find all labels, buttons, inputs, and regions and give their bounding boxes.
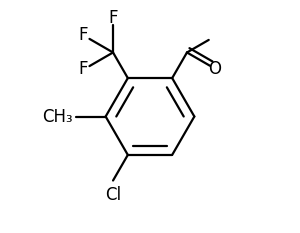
Text: Cl: Cl — [105, 186, 121, 204]
Text: F: F — [79, 61, 88, 79]
Text: O: O — [208, 60, 221, 78]
Text: F: F — [108, 10, 118, 27]
Text: CH₃: CH₃ — [42, 107, 73, 126]
Text: F: F — [79, 27, 88, 45]
